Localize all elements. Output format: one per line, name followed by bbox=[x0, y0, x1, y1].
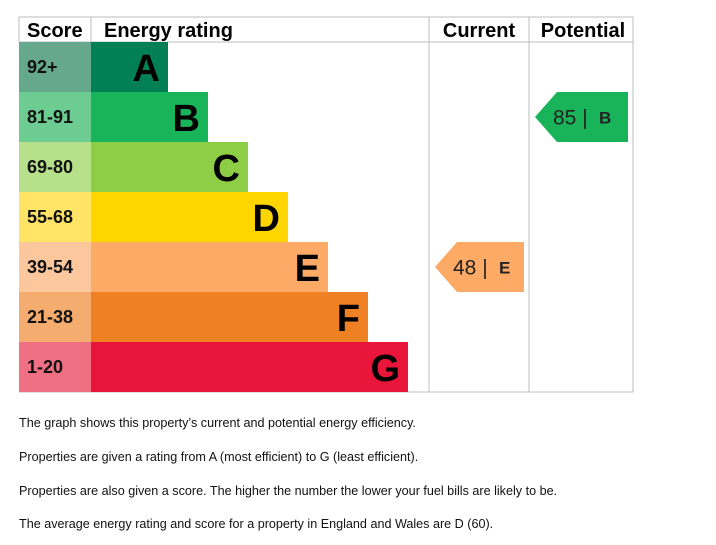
band-letter-e: E bbox=[295, 248, 320, 290]
note-graph-explanation: The graph shows this property’s current … bbox=[19, 416, 416, 430]
header-energy-rating: Energy rating bbox=[104, 20, 233, 42]
band-letter-b: B bbox=[173, 98, 200, 140]
score-cell-a bbox=[19, 42, 91, 92]
score-cell-e bbox=[19, 242, 91, 292]
potential-score: 85 | bbox=[553, 107, 588, 130]
band-bar-d bbox=[91, 192, 288, 242]
score-cell-c bbox=[19, 142, 91, 192]
score-cell-g bbox=[19, 342, 91, 392]
band-bar-a bbox=[91, 42, 168, 92]
header-current: Current bbox=[443, 20, 516, 42]
band-letter-d: D bbox=[253, 198, 280, 240]
note-average-rating: The average energy rating and score for … bbox=[19, 517, 494, 531]
score-range-d: 55-68 bbox=[27, 207, 73, 227]
band-bar-e bbox=[91, 242, 328, 292]
note-score-explanation: Properties are also given a score. The h… bbox=[19, 484, 558, 498]
score-range-c: 69-80 bbox=[27, 157, 73, 177]
epc-chart: Score Energy rating Current Potential 92… bbox=[18, 16, 634, 393]
score-range-e: 39-54 bbox=[27, 257, 73, 277]
score-range-g: 1-20 bbox=[27, 357, 63, 377]
band-letter-c: C bbox=[213, 148, 240, 190]
band-bar-c bbox=[91, 142, 248, 192]
band-letter-f: F bbox=[337, 298, 360, 340]
score-range-f: 21-38 bbox=[27, 307, 73, 327]
current-score: 48 | bbox=[453, 257, 488, 280]
header-potential: Potential bbox=[541, 20, 625, 42]
band-bar-f bbox=[91, 292, 368, 342]
current-arrow bbox=[435, 242, 524, 292]
potential-rating: B bbox=[599, 109, 611, 128]
rating-arrows: 48 | E 85 | B bbox=[435, 92, 628, 292]
potential-arrow bbox=[535, 92, 628, 142]
band-letter-a: A bbox=[133, 48, 160, 90]
rating-bands: 92+ A 81-91 B 69-80 C 55-68 D 39-54 E 21-38 F 1-20 G bbox=[19, 42, 408, 392]
current-rating: E bbox=[499, 259, 510, 278]
score-range-a: 92+ bbox=[27, 57, 58, 77]
band-bar-b bbox=[91, 92, 208, 142]
score-cell-d bbox=[19, 192, 91, 242]
score-cell-f bbox=[19, 292, 91, 342]
note-rating-range: Properties are given a rating from A (mo… bbox=[19, 450, 419, 464]
header-score: Score bbox=[27, 20, 83, 42]
band-letter-g: G bbox=[370, 348, 400, 390]
score-cell-b bbox=[19, 92, 91, 142]
score-range-b: 81-91 bbox=[27, 107, 73, 127]
band-bar-g bbox=[91, 342, 408, 392]
